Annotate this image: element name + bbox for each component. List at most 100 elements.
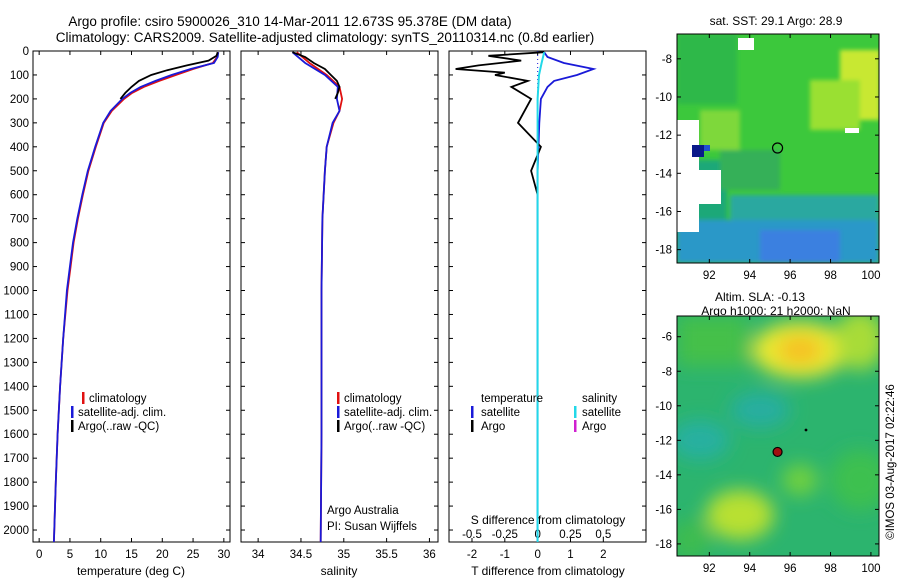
- legend-label-climatology: climatology: [89, 393, 147, 405]
- x-tick-label: 35: [337, 549, 350, 561]
- map-x-tick-label: 96: [784, 270, 797, 282]
- difference-legend: temperature satellite Argo salinity sate…: [471, 393, 621, 433]
- legend-label-argo: Argo(..raw -QC): [78, 421, 159, 433]
- y-tick-label: 200: [10, 94, 29, 106]
- sla-patch: [677, 420, 730, 460]
- x-tick-label-t: 2: [600, 549, 606, 561]
- map-y-tick-label: -12: [655, 435, 672, 447]
- legend-title-salinity: salinity: [582, 393, 617, 405]
- y-tick-label: 100: [10, 70, 29, 82]
- x-tick-label-t: -2: [467, 549, 477, 561]
- difference-panel: [448, 50, 647, 543]
- legend-label-t-satellite: satellite: [481, 407, 520, 419]
- legend-swatch-s-argo: [574, 420, 577, 432]
- figure-title-line1: Argo profile: csiro 5900026_310 14-Mar-2…: [68, 14, 511, 29]
- sla-map-image: [677, 316, 879, 556]
- map-x-tick-label: 100: [861, 563, 880, 575]
- sla-patch: [677, 316, 747, 366]
- y-tick-label: 1700: [3, 453, 29, 465]
- y-tick-label: 1200: [3, 333, 29, 345]
- y-tick-label: 1900: [3, 501, 29, 513]
- sla-map-title: Altim. SLA: -0.13: [715, 290, 805, 304]
- map-y-tick-label: -10: [655, 401, 672, 413]
- map-y-tick-label: -18: [655, 539, 672, 551]
- y-tick-label: 1000: [3, 286, 29, 298]
- annotation-pi: PI: Susan Wijffels: [327, 521, 417, 533]
- annotation-argo-australia: Argo Australia: [327, 505, 399, 517]
- legend-swatch-argo: [337, 420, 340, 432]
- legend-swatch-climatology: [82, 392, 85, 404]
- sst-patch: [700, 110, 740, 150]
- temperature-legend: climatology satellite-adj. clim. Argo(..…: [71, 392, 166, 433]
- sst-patch: [760, 230, 840, 263]
- sst-missing-data: [699, 170, 721, 204]
- map-x-tick-label: 100: [861, 270, 880, 282]
- series-satellite: [53, 52, 220, 543]
- sla-patch: [835, 316, 879, 370]
- sla-patch: [677, 520, 710, 556]
- legend-swatch-t-argo: [471, 420, 474, 432]
- map-y-tick-label: -8: [662, 54, 672, 66]
- map-y-tick-label: -12: [655, 130, 672, 142]
- difference-t-xlabel: T difference from climatology: [471, 564, 625, 578]
- legend-label-s-satellite: satellite: [582, 407, 621, 419]
- map-x-tick-label: 98: [824, 270, 837, 282]
- salinity-lines: [291, 51, 344, 543]
- legend-swatch-climatology: [337, 392, 340, 404]
- series-argo: [292, 51, 341, 100]
- legend-title-temperature: temperature: [481, 393, 543, 405]
- sla-patch: [730, 392, 790, 428]
- y-tick-label: 1300: [3, 357, 29, 369]
- sst-missing-data: [845, 128, 859, 133]
- legend-label-satellite: satellite-adj. clim.: [344, 407, 432, 419]
- x-tick-label: 35.5: [375, 549, 397, 561]
- legend-label-s-argo: Argo: [582, 421, 606, 433]
- difference-s-xlabel: S difference from climatology: [471, 513, 626, 527]
- x-tick-label: 34: [252, 549, 265, 561]
- sla-field: [677, 316, 879, 556]
- sla-map-axes: 92 94 96 98 100 -6 -8 -10 -12 -14 -16 -18: [655, 316, 881, 575]
- sst-patch: [810, 80, 860, 130]
- x-tick-label-s: 0.25: [559, 529, 581, 541]
- x-tick-label-t: -1: [500, 549, 510, 561]
- sst-map-axes: 92 94 96 98 100 -8 -10 -12 -14 -16 -18: [655, 34, 881, 282]
- legend-swatch-argo: [71, 420, 74, 432]
- map-x-tick-label: 94: [743, 563, 756, 575]
- y-tick-label: 700: [10, 214, 29, 226]
- map-y-tick-label: -16: [655, 206, 672, 218]
- sst-patch: [677, 34, 737, 104]
- legend-swatch-t-satellite: [471, 406, 474, 418]
- x-tick-label: 30: [217, 549, 230, 561]
- series-s-satellite: [536, 51, 546, 542]
- x-tick-label: 36: [423, 549, 436, 561]
- sla-map-frame: [676, 315, 880, 557]
- x-tick-label-t: 1: [567, 549, 573, 561]
- sst-cold-pixel: [704, 145, 710, 151]
- difference-lines: [455, 51, 597, 542]
- x-tick-label: 25: [187, 549, 200, 561]
- y-tick-label: 300: [10, 118, 29, 130]
- temperature-lines: [53, 51, 220, 543]
- map-y-tick-label: -14: [655, 470, 672, 482]
- sla-patch: [782, 464, 818, 496]
- y-tick-label: 800: [10, 238, 29, 250]
- map-y-tick-label: -10: [655, 92, 672, 104]
- y-tick-label: 2000: [3, 525, 29, 537]
- y-tick-label: 900: [10, 262, 29, 274]
- map-y-tick-label: -16: [655, 504, 672, 516]
- salinity-legend: climatology satellite-adj. clim. Argo(..…: [327, 392, 432, 533]
- map-x-tick-label: 96: [784, 563, 797, 575]
- x-tick-label: 0: [36, 549, 42, 561]
- legend-swatch-satellite: [337, 406, 340, 418]
- sla-track-dot: [804, 428, 808, 432]
- sst-missing-data: [677, 120, 699, 232]
- sst-patch: [720, 150, 780, 190]
- map-x-tick-label: 92: [703, 563, 716, 575]
- map-y-tick-label: -6: [662, 332, 672, 344]
- figure-title-line2: Climatology: CARS2009. Satellite-adjuste…: [56, 30, 595, 45]
- y-tick-label: 1100: [4, 309, 29, 321]
- sst-missing-data: [738, 38, 754, 50]
- y-tick-label: 0: [23, 46, 29, 58]
